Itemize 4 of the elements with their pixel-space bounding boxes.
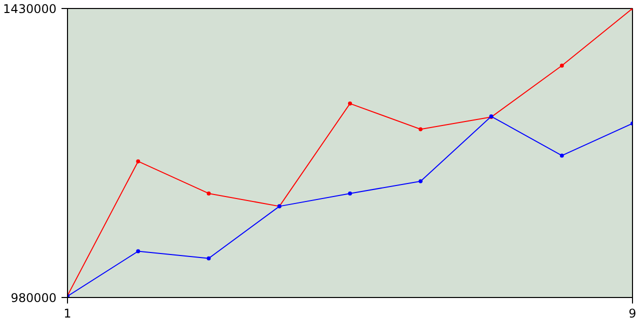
y-tick-label: 1430000 <box>3 2 57 16</box>
x-tick-label: 1 <box>64 306 72 320</box>
y-tick-label: 980000 <box>10 291 57 305</box>
x-tick-label: 9 <box>628 306 636 320</box>
